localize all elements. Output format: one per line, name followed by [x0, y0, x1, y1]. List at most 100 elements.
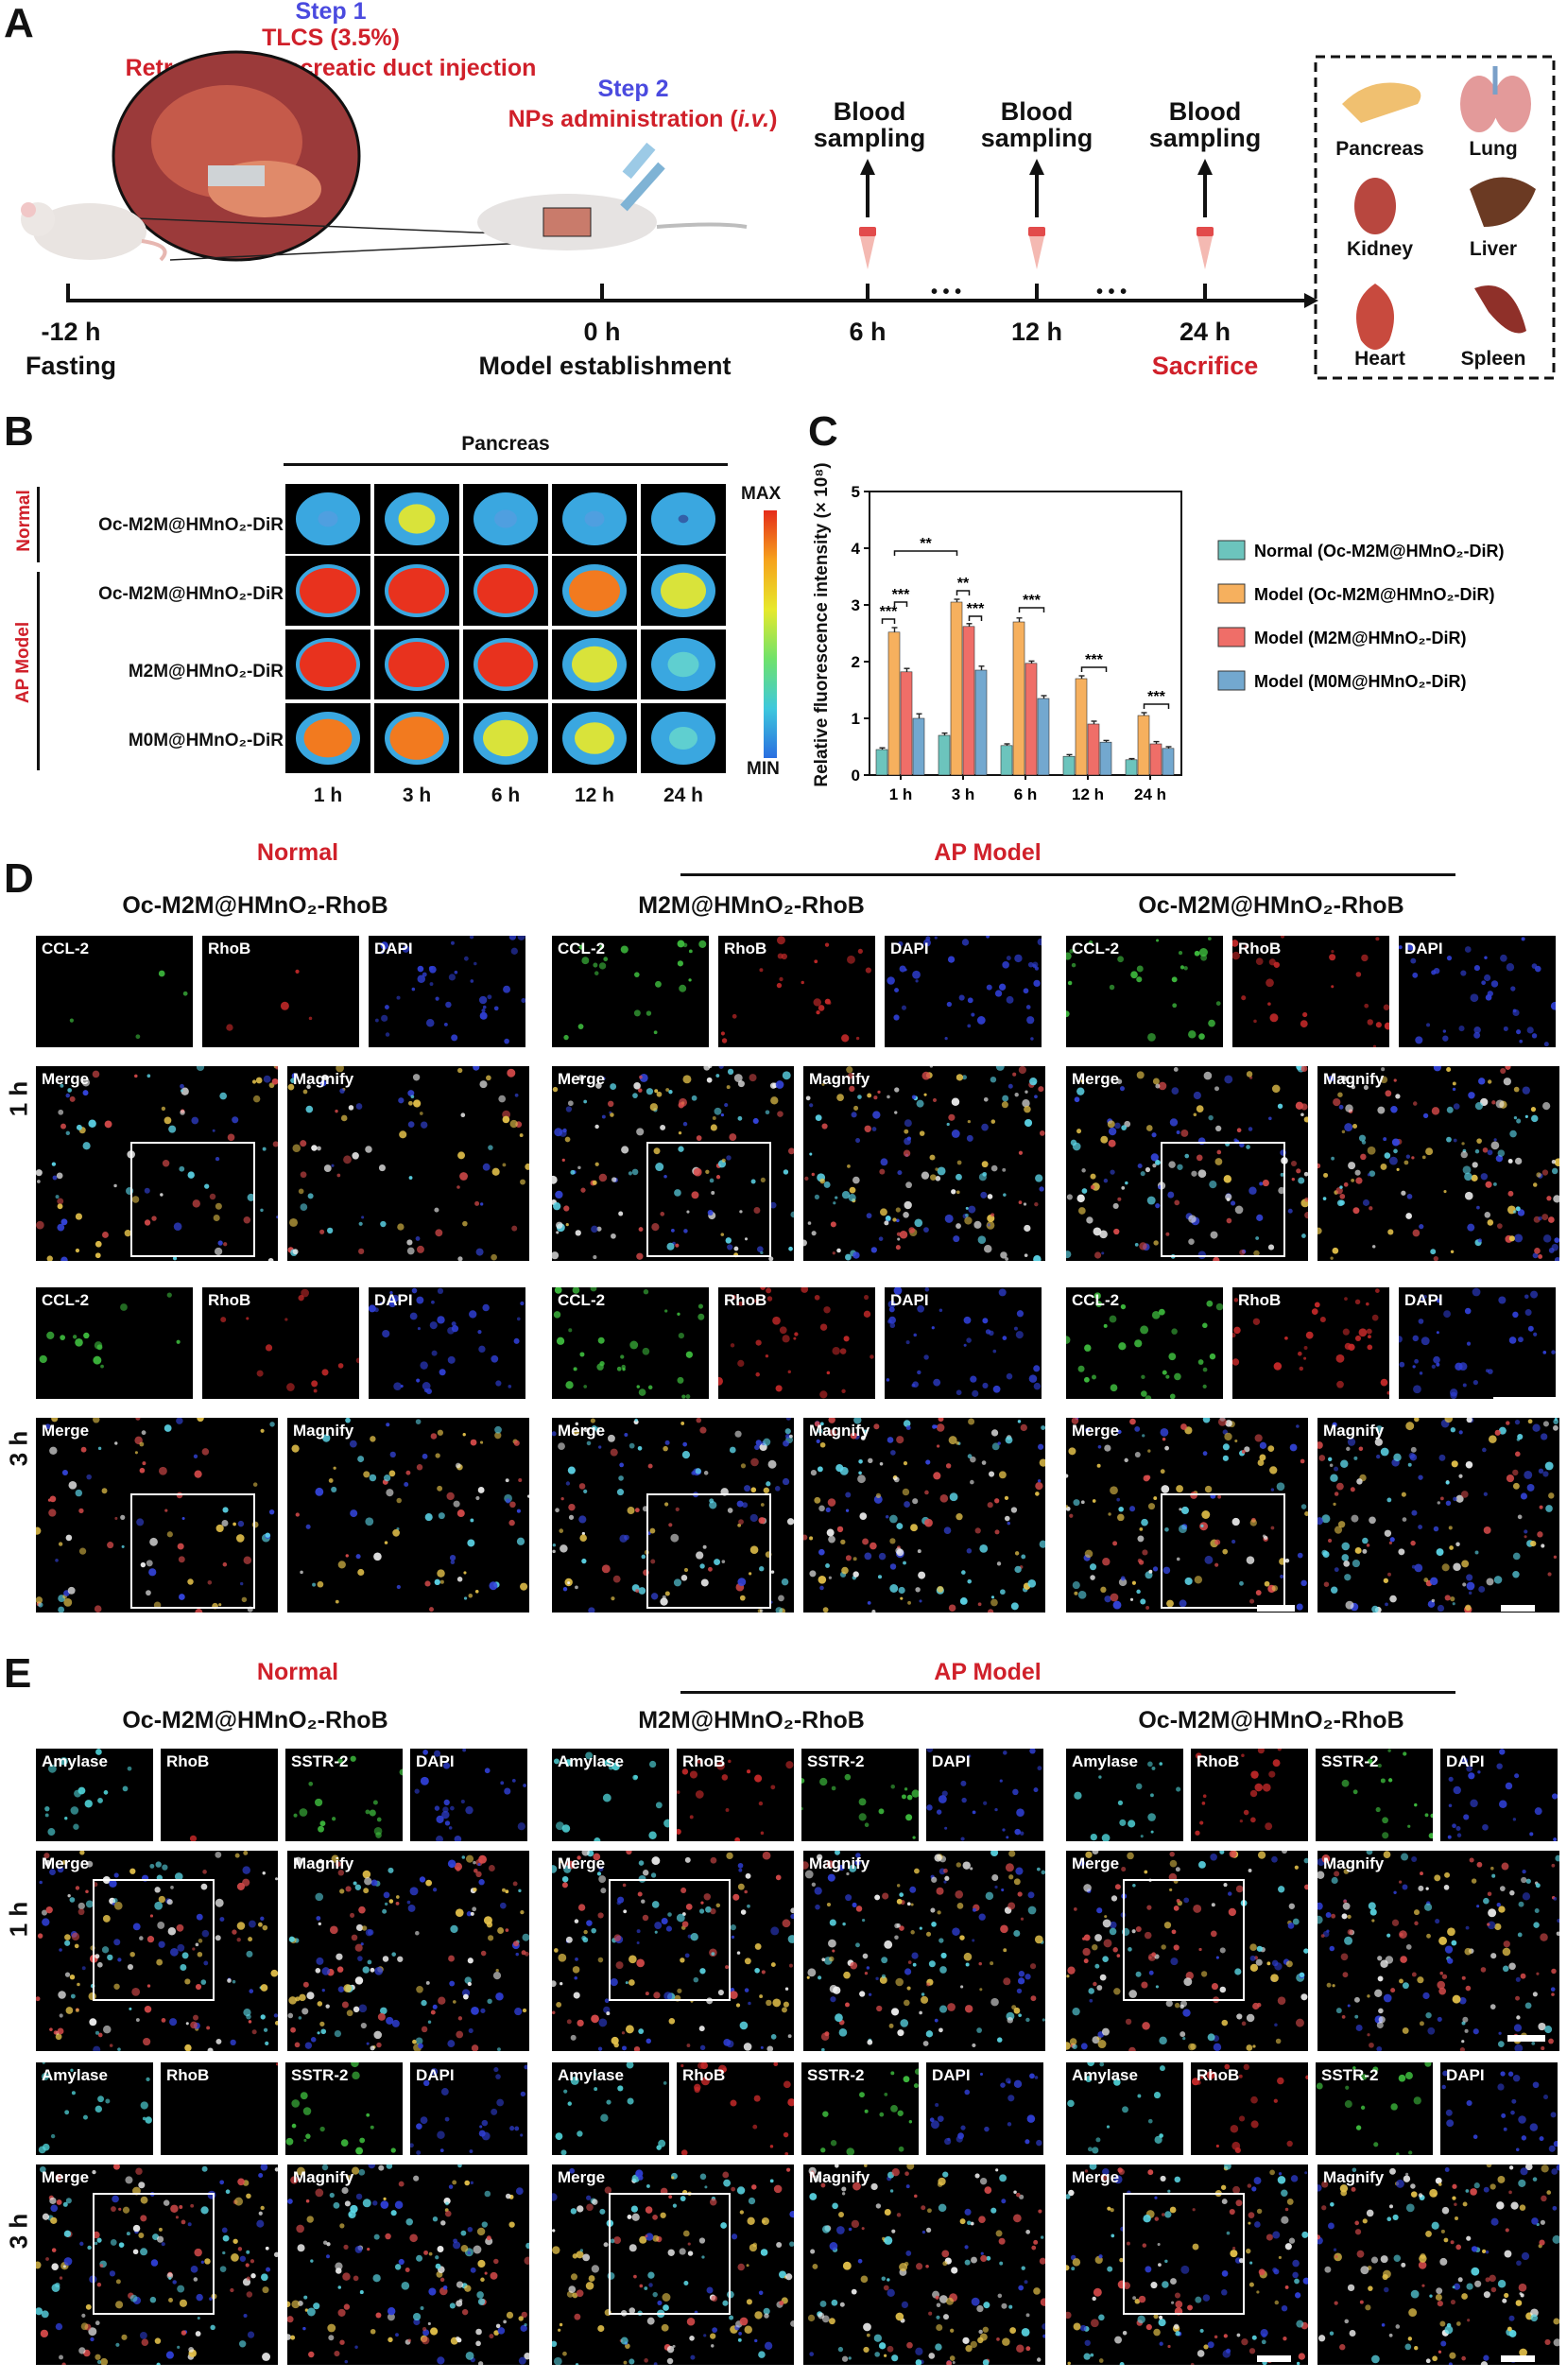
panelb-col-0: 1 h [313, 785, 343, 806]
zoom-box [130, 1142, 255, 1257]
bar [938, 734, 951, 776]
ivis-signal [575, 722, 614, 754]
x-tick-label: 6 h [1014, 785, 1038, 803]
channel-image: RhoB [677, 1749, 794, 1841]
bar [962, 626, 975, 776]
channel-image: DAPI [410, 1749, 527, 1841]
channel-image: RhoB [202, 1287, 359, 1399]
scale-bar [1501, 2355, 1535, 2362]
zoom-box [93, 2193, 215, 2315]
bar [1037, 698, 1050, 776]
zoom-box [609, 1879, 731, 2001]
liver-icon [1470, 177, 1536, 227]
channel-label: DAPI [416, 1752, 455, 1770]
magnify-image: Magnify [287, 1851, 529, 2051]
magnify-image: Magnify [803, 1851, 1045, 2051]
heart-icon [1356, 284, 1394, 350]
channel-label: RhoB [166, 1752, 210, 1770]
panelb-row-1: Oc-M2M@HMnO₂-DiR [98, 584, 284, 604]
kidney-icon [1354, 178, 1396, 234]
paneld-group-0: Oc-M2M@HMnO₂-RhoB [122, 892, 388, 919]
y-tick-label: 0 [852, 767, 860, 785]
significance-bracket [893, 550, 958, 556]
ivis-signal [678, 514, 689, 524]
channel-label: SSTR-2 [807, 2066, 865, 2084]
step2-text: NPs administration ( [508, 106, 738, 132]
caption-fasting: Fasting [25, 352, 116, 380]
channel-label: Magnify [293, 1070, 354, 1088]
channel-image: Amylase [552, 1749, 669, 1841]
bar [1099, 741, 1112, 776]
channel-image: RhoB [1232, 1287, 1389, 1399]
zoom-box [1123, 2193, 1245, 2315]
channel-label: Merge [42, 2168, 90, 2186]
channel-image: DAPI [885, 1287, 1042, 1399]
channel-label: Amylase [558, 1752, 624, 1770]
panelb-header: Pancreas [461, 433, 550, 455]
channel-image: CCL-2 [1066, 1287, 1223, 1399]
channel-label: Amylase [1072, 2066, 1138, 2084]
significance-label: ** [920, 536, 932, 552]
ivis-signal [388, 568, 445, 613]
channel-label: Amylase [42, 2066, 108, 2084]
panel-label-e: E [4, 1650, 32, 1697]
magnify-image: Magnify [803, 1066, 1045, 1261]
paneld-model-line [680, 873, 1455, 876]
channel-image: SSTR-2 [1316, 1749, 1433, 1841]
channel-label: Merge [1072, 1422, 1120, 1440]
spleen-icon [1474, 285, 1526, 334]
channel-label: Merge [558, 2168, 606, 2186]
panel-label-d: D [4, 855, 34, 902]
scale-bar [1493, 1397, 1558, 1404]
bar [974, 669, 988, 776]
time-12: 12 h [1010, 318, 1063, 346]
merge-image: Merge [552, 1418, 794, 1613]
x-tick-label: 12 h [1072, 785, 1104, 803]
merge-image: Merge [1066, 1851, 1308, 2051]
ivis-signal [300, 568, 356, 613]
ivis-image-grid [285, 484, 726, 773]
channel-label: DAPI [890, 1291, 929, 1309]
zoom-box [646, 1493, 771, 1609]
channel-label: RhoB [724, 1291, 767, 1309]
channel-image: CCL-2 [36, 936, 193, 1047]
channel-image: RhoB [1191, 1749, 1308, 1841]
legend-swatch [1217, 627, 1246, 647]
scale-bar [1257, 2355, 1291, 2362]
zoom-box [1161, 1493, 1285, 1609]
lung-icon [1460, 66, 1531, 132]
channel-image: DAPI [410, 2062, 527, 2155]
pancreas-icon [1342, 82, 1421, 123]
bar [887, 631, 901, 776]
organ-box [1314, 55, 1556, 380]
panel-label-b: B [4, 408, 34, 455]
paneld-normal: Normal [256, 839, 339, 866]
significance-bracket [956, 590, 971, 595]
scale-min-label: MIN [747, 759, 780, 779]
channel-image: CCL-2 [36, 1287, 193, 1399]
ellipsis-2: • • • [1096, 282, 1128, 302]
panelb-row-3: M0M@HMnO₂-DiR [128, 731, 284, 750]
channel-image: DAPI [885, 936, 1042, 1047]
ivis-signal [569, 570, 620, 612]
merge-image: Merge [552, 1851, 794, 2051]
bar [900, 671, 913, 776]
bar [1000, 745, 1013, 776]
channel-label: Merge [558, 1854, 606, 1872]
merge-image: Merge [552, 2164, 794, 2365]
significance-bracket [1080, 666, 1108, 672]
channel-label: Merge [1072, 1854, 1120, 1872]
channel-label: Amylase [558, 2066, 624, 2084]
magnify-image: Magnify [1317, 1418, 1559, 1613]
channel-label: CCL-2 [42, 1291, 90, 1309]
panele-time-3h: 3 h [4, 2213, 33, 2250]
panelb-col-3: 12 h [574, 785, 615, 806]
significance-label: ** [957, 576, 970, 592]
panelb-model-label: AP Model [13, 621, 33, 704]
blood-sampling-2: Blood sampling [980, 97, 1093, 152]
channel-label: CCL-2 [558, 1291, 606, 1309]
paneld-group-1: M2M@HMnO₂-RhoB [638, 892, 865, 919]
step2-title: Step 2 [597, 76, 669, 102]
channel-label: DAPI [374, 940, 413, 957]
